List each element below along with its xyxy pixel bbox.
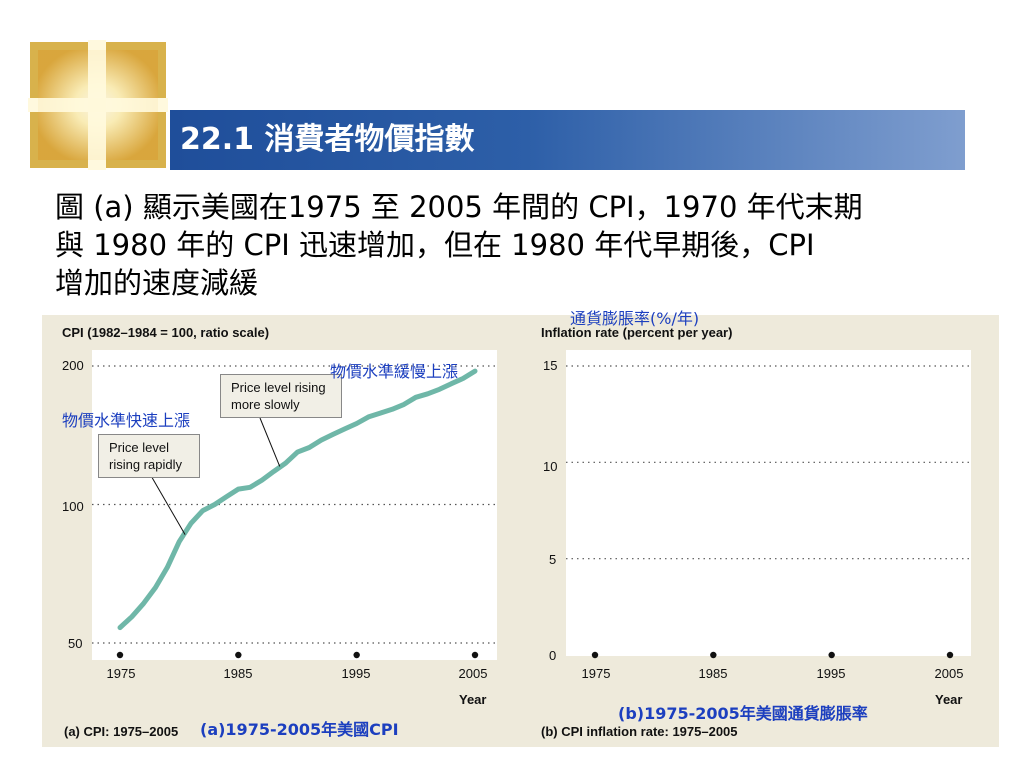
annotation-fast-rise: 物價水準快速上漲 <box>62 411 191 430</box>
slide-title: 22.1 消費者物價指數 <box>180 122 475 157</box>
chart-a-xtick-1975: 1975 <box>106 666 136 681</box>
caption-b-zh: (b)1975-2005年美國通貨膨脹率 <box>618 704 868 723</box>
chart-a-xtick-dot-1995 <box>353 651 360 659</box>
caption-a-zh: (a)1975-2005年美國CPI <box>200 720 399 739</box>
body-line-3: 增加的速度減緩 <box>55 266 259 300</box>
chart-a-title: CPI (1982–1984 = 100, ratio scale) <box>62 325 270 340</box>
callout-rapidly: Price level rising rapidly <box>98 434 200 478</box>
chart-b-plot-area <box>566 350 971 656</box>
chart-b-xtick-dot-1995 <box>828 651 835 659</box>
slide-logo <box>28 40 168 170</box>
chart-a-cpi-line <box>117 368 478 631</box>
annotation-slow-rise: 物價水準緩慢上漲 <box>330 362 459 381</box>
chart-b-xtick-1985: 1985 <box>698 666 728 681</box>
chart-a-ytick-50: 50 <box>68 636 83 651</box>
callout-slowly: Price level rising more slowly <box>220 374 342 418</box>
title-bar <box>170 110 965 170</box>
chart-b-xtick-1975: 1975 <box>581 666 611 681</box>
chart-a-ytick-100: 100 <box>62 499 84 514</box>
chart-b-caption: (b) CPI inflation rate: 1975–2005 <box>541 724 738 739</box>
chart-b-xtick-dot-1985 <box>710 651 717 659</box>
chart-b-xtick-2005: 2005 <box>934 666 964 681</box>
chart-a-xtick-dot-2005 <box>471 651 479 659</box>
chart-a-ytick-200: 200 <box>62 358 84 373</box>
callout-slowly-leader <box>259 417 281 467</box>
annotation-inflation-rate: 通貨膨脹率(%/年) <box>570 309 700 328</box>
chart-b-ytick-10: 10 <box>543 459 558 474</box>
chart-a-xtick-1985: 1985 <box>223 666 253 681</box>
chart-b-xtick-dot-2005 <box>946 651 954 659</box>
chart-b-xtick-1995: 1995 <box>816 666 846 681</box>
chart-b-ytick-0: 0 <box>549 648 557 663</box>
chart-a-caption: (a) CPI: 1975–2005 <box>64 724 179 739</box>
chart-a-xtick-dot-1975 <box>116 651 124 659</box>
chart-a-xtick-dot-1985 <box>235 651 242 659</box>
chart-b-ytick-15: 15 <box>543 358 558 373</box>
slide-body-text: 圖 (a) 顯示美國在1975 至 2005 年間的 CPI，1970 年代末期… <box>55 188 985 302</box>
chart-a-xtick-1995: 1995 <box>341 666 371 681</box>
body-line-2: 與 1980 年的 CPI 迅速增加，但在 1980 年代早期後，CPI <box>55 228 815 262</box>
callout-rapidly-leader <box>149 473 186 535</box>
chart-b-xtick-dot-1975 <box>591 651 599 659</box>
chart-a-xtick-2005: 2005 <box>458 666 488 681</box>
body-line-1: 圖 (a) 顯示美國在1975 至 2005 年間的 CPI，1970 年代末期 <box>55 190 863 224</box>
chart-b-ytick-5: 5 <box>549 552 557 567</box>
chart-b-xlabel: Year <box>935 692 963 707</box>
chart-a-xlabel: Year <box>459 692 487 707</box>
chart-b-title: Inflation rate (percent per year) <box>541 325 733 340</box>
